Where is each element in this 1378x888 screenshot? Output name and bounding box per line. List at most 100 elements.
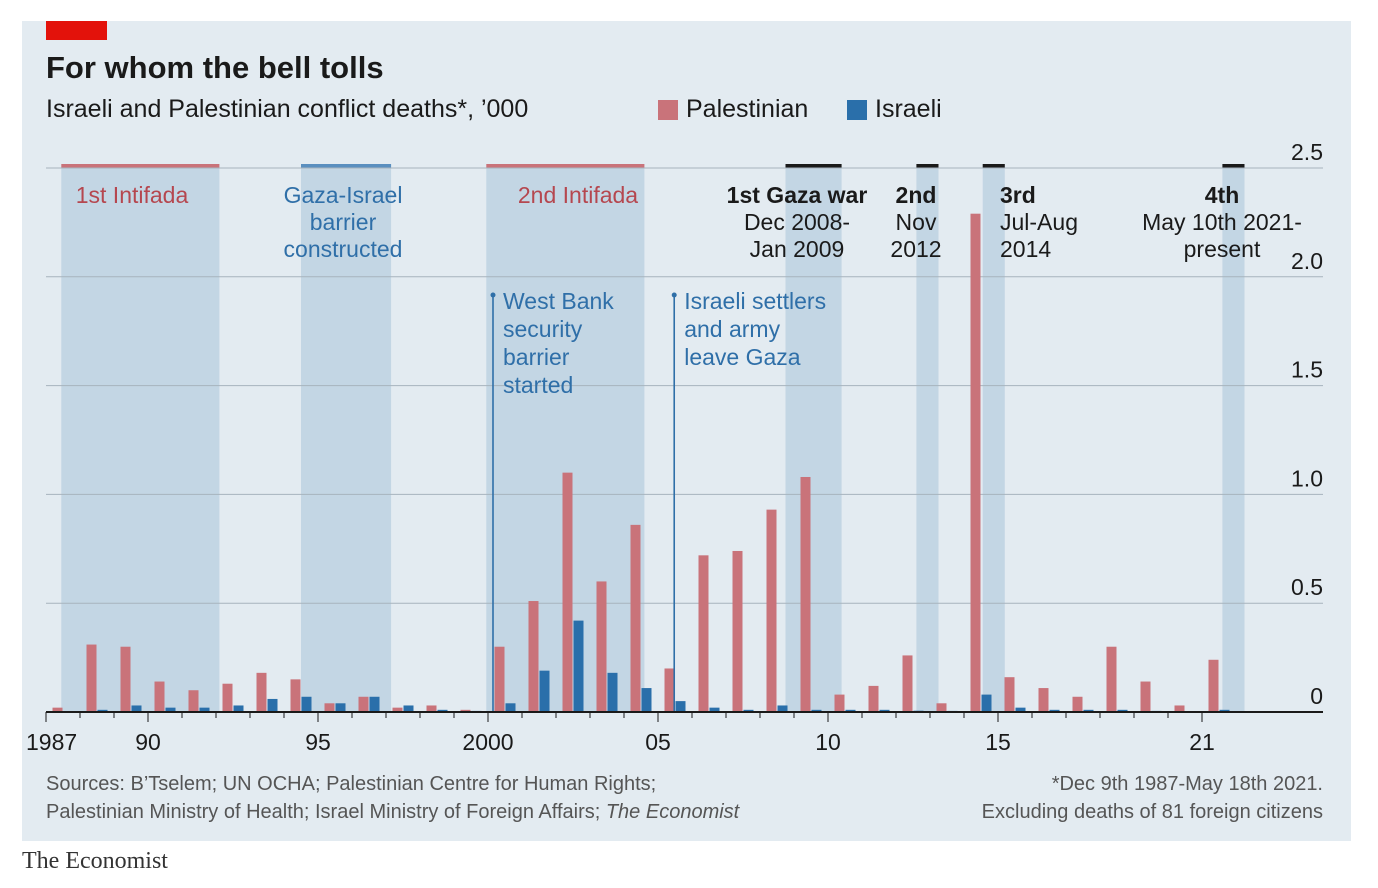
bar-palestinian-1992 [222,683,233,712]
bar-palestinian-2017 [1072,696,1083,712]
bar-israeli-2010 [845,709,856,712]
y-tick-label-0: 0 [1310,683,1323,709]
period-label-4-line-0: 2nd [896,182,937,208]
x-tick-label-10: 10 [815,729,841,755]
bar-palestinian-2004 [630,524,641,712]
bar-israeli-2016 [1049,709,1060,712]
period-band-0 [61,168,220,712]
bar-palestinian-2005 [664,668,675,712]
annotations: 1st Intifada Gaza-Israelbarrierconstructe… [76,182,1302,712]
annotation-label-0-line-2: barrier [503,344,570,370]
x-tick-label-21: 21 [1189,729,1215,755]
chart-title: For whom the bell tolls [46,50,384,85]
y-tick-label-2: 1.0 [1291,465,1323,491]
bar-palestinian-2021 [1208,659,1219,712]
bar-palestinian-1999 [460,709,471,712]
bar-palestinian-1989 [120,646,131,712]
bar-palestinian-2020 [1174,705,1185,712]
bar-palestinian-1993 [256,672,267,712]
sources-line-1: Sources: B’Tselem; UN OCHA; Palestinian … [46,773,657,795]
period-band-3 [785,168,842,712]
bar-palestinian-1996 [358,696,369,712]
bar-palestinian-2007 [732,550,743,712]
bar-israeli-2018 [1117,709,1128,712]
period-band-5 [982,168,1005,712]
annotation-label-0-line-3: started [503,372,573,398]
period-label-5-line-2: 2014 [1000,236,1051,262]
bar-israeli-2003 [607,672,618,712]
period-bar-4 [916,164,939,168]
bar-israeli-2004 [641,688,652,712]
period-label-3-line-1: Dec 2008- [744,209,850,235]
period-bar-3 [785,164,842,168]
bar-palestinian-2001 [528,601,539,712]
annotation-dot-1 [671,292,677,298]
bar-palestinian-2018 [1106,646,1117,712]
legend-swatch-israeli [847,99,867,120]
bar-palestinian-2012 [902,655,913,712]
legend-label-palestinian: Palestinian [686,95,809,123]
bar-palestinian-1988 [86,644,97,712]
bar-israeli-1994 [301,696,312,712]
bar-israeli-2009 [811,709,822,712]
x-tick-label-95: 95 [305,729,331,755]
x-tick-label-05: 05 [645,729,671,755]
bar-palestinian-2002 [562,472,573,712]
period-label-1-line-1: barrier [310,209,377,235]
bar-palestinian-2010 [834,694,845,712]
bar-palestinian-1997 [392,707,403,712]
annotation-label-0-line-1: security [503,316,583,342]
period-label-3-line-0: 1st Gaza war [727,182,868,208]
bar-israeli-2017 [1083,709,1094,712]
footnote-line-2: Excluding deaths of 81 foreign citizens [981,801,1323,823]
bar-palestinian-2016 [1038,688,1049,712]
annotation-label-1-line-0: Israeli settlers [684,288,826,314]
bar-israeli-2000 [505,703,516,712]
period-band-4 [916,168,939,712]
legend-item-israeli: Israeli [847,95,942,124]
bar-israeli-1992 [233,705,244,712]
bar-israeli-1997 [403,705,414,712]
axes: 1987 90 95 2000 05 10 15 21 0 0.5 1.0 1.5 2.0 2.5 [26,139,1323,755]
x-tick-label-15: 15 [985,729,1011,755]
bar-israeli-2015 [1015,707,1026,712]
gridlines [46,167,1323,604]
bar-israeli-1988 [97,709,108,712]
x-tick-label-2000: 2000 [462,729,513,755]
bar-palestinian-1995 [324,703,335,712]
period-band-1 [301,168,392,712]
bar-israeli-1993 [267,698,278,712]
period-label-6-line-1: May 10th 2021- [1142,209,1302,235]
bar-israeli-2008 [777,705,788,712]
annotation-label-0-line-0: West Bank [503,288,614,314]
bar-israeli-2002 [573,620,584,712]
bar-palestinian-2013 [936,703,947,712]
bar-israeli-2021 [1219,709,1230,712]
bar-palestinian-2009 [800,476,811,712]
sources-line-2-text: Palestinian Ministry of Health; Israel M… [46,801,606,823]
period-label-4-line-2: 2012 [890,236,941,262]
bar-palestinian-2003 [596,581,607,712]
period-band-6 [1222,168,1245,712]
bar-palestinian-2008 [766,509,777,712]
bars [52,213,1230,713]
period-label-1-line-2: constructed [284,236,403,262]
bar-palestinian-2000 [494,646,505,712]
bar-palestinian-1990 [154,681,165,712]
bar-palestinian-2019 [1140,681,1151,712]
x-tick-label-90: 90 [135,729,161,755]
bar-palestinian-2006 [698,555,709,712]
y-tick-label-1: 0.5 [1291,574,1323,600]
period-label-2-line-0: 2nd Intifada [518,182,638,208]
sources-note: Sources: B’Tselem; UN OCHA; Palestinian … [46,770,739,826]
bar-israeli-1990 [165,707,176,712]
footnote: *Dec 9th 1987-May 18th 2021. Excluding d… [982,770,1323,826]
x-tick-label-1987: 1987 [26,729,77,755]
period-label-1-line-0: Gaza-Israel [284,182,403,208]
period-label-3-line-2: Jan 2009 [750,236,845,262]
chart-panel [22,21,1351,841]
sources-line-2: Palestinian Ministry of Health; Israel M… [46,798,739,826]
y-tick-label-5: 2.5 [1291,139,1323,165]
legend-label-israeli: Israeli [875,95,942,123]
